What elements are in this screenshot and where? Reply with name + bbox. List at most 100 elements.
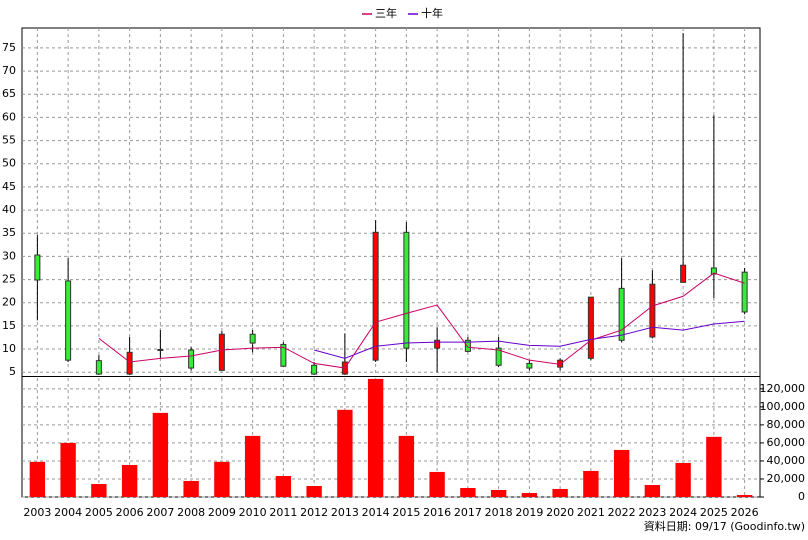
candle-body — [157, 349, 164, 352]
x-tick-label: 2021 — [577, 506, 605, 519]
volume-bar — [490, 489, 507, 497]
y-tick-label: 60 — [2, 110, 16, 123]
x-tick-label: 2009 — [208, 506, 236, 519]
volume-bar — [367, 378, 384, 497]
x-tick-label: 2010 — [239, 506, 267, 519]
volume-bar — [244, 435, 261, 497]
volume-bar — [613, 449, 630, 497]
candle-body — [372, 231, 379, 361]
x-tick-label: 2007 — [146, 506, 174, 519]
y-tick-label: 20 — [2, 296, 16, 309]
x-tick-label: 2015 — [392, 506, 420, 519]
y-tick-label: 30 — [2, 249, 16, 262]
x-tick-label: 2017 — [454, 506, 482, 519]
volume-bar — [675, 462, 691, 497]
candle-body — [249, 333, 256, 344]
candle-body — [649, 283, 656, 338]
candle-body — [218, 333, 225, 371]
y2-tick-label: 40,000 — [767, 454, 806, 467]
candle-body — [710, 267, 717, 275]
candle-body — [95, 360, 102, 375]
y-tick-label: 5 — [9, 365, 16, 378]
y-tick-label: 45 — [2, 180, 16, 193]
volume-bar — [306, 486, 322, 497]
volume-bar — [460, 487, 476, 497]
candle-body — [526, 362, 533, 369]
candle-body — [403, 231, 410, 349]
legend-label: 三年 — [375, 6, 397, 20]
y2-tick-label: 0 — [798, 490, 805, 503]
y-tick-label: 70 — [2, 64, 16, 77]
x-tick-label: 2019 — [515, 506, 543, 519]
x-tick-label: 2018 — [485, 506, 513, 519]
candle-body — [34, 254, 41, 281]
y-tick-label: 75 — [2, 41, 16, 54]
y-tick-label: 25 — [2, 273, 16, 286]
line-series — [98, 272, 745, 369]
volume-bar — [736, 495, 753, 497]
x-tick-label: 2014 — [362, 506, 390, 519]
candle-body — [65, 280, 72, 361]
y2-tick-label: 60,000 — [767, 436, 806, 449]
volume-bar — [521, 493, 538, 497]
x-tick-label: 2026 — [731, 506, 759, 519]
x-tick-label: 2025 — [700, 506, 728, 519]
candle-body — [464, 339, 471, 352]
x-tick-label: 2022 — [608, 506, 636, 519]
x-tick-label: 2023 — [638, 506, 666, 519]
x-tick-label: 2006 — [116, 506, 144, 519]
y-tick-label: 50 — [2, 157, 16, 170]
candle-body — [741, 271, 748, 313]
y-tick-label: 65 — [2, 87, 16, 100]
x-tick-label: 2013 — [331, 506, 359, 519]
x-tick-label: 2024 — [669, 506, 697, 519]
y2-tick-label: 120,000 — [760, 382, 806, 395]
x-tick-label: 2008 — [177, 506, 205, 519]
volume-bar — [275, 475, 292, 497]
x-tick-label: 2012 — [300, 506, 328, 519]
y-tick-label: 10 — [2, 342, 16, 355]
volume-bar — [337, 409, 353, 497]
candle-body — [495, 347, 502, 366]
candle-body — [587, 296, 594, 359]
x-tick-label: 2003 — [23, 506, 51, 519]
volume-bar — [60, 442, 76, 497]
y-tick-label: 35 — [2, 226, 16, 239]
x-tick-label: 2020 — [546, 506, 574, 519]
candle-body — [618, 287, 625, 341]
candle-body — [311, 364, 318, 375]
volume-bar — [552, 488, 568, 497]
volume-bar — [91, 484, 107, 497]
y-tick-label: 40 — [2, 203, 16, 216]
volume-bar — [214, 461, 230, 497]
volume-bar — [706, 436, 722, 497]
volume-bar — [429, 471, 445, 497]
volume-bar — [398, 435, 415, 497]
volume-bar — [29, 461, 46, 497]
x-tick-label: 2005 — [85, 506, 113, 519]
y-tick-label: 55 — [2, 134, 16, 147]
source-note: 資料日期: 09/17 (Goodinfo.tw) — [644, 519, 805, 533]
volume-bar — [583, 470, 599, 497]
x-tick-label: 2016 — [423, 506, 451, 519]
volume-bar — [152, 412, 169, 497]
y-tick-label: 15 — [2, 319, 16, 332]
plot-frame — [21, 27, 761, 498]
candle-body — [680, 264, 687, 283]
candle-body — [188, 349, 195, 369]
candle-body — [434, 339, 441, 349]
y2-tick-label: 80,000 — [767, 418, 806, 431]
line-series — [313, 320, 745, 359]
legend-label: 十年 — [421, 6, 443, 20]
candle-body — [280, 343, 287, 367]
candle-body — [126, 351, 133, 375]
volume-bar — [183, 480, 199, 497]
volume-bar — [121, 464, 138, 497]
y2-tick-label: 100,000 — [760, 400, 806, 413]
y2-tick-label: 20,000 — [767, 472, 806, 485]
volume-bar — [644, 485, 661, 497]
x-tick-label: 2004 — [54, 506, 82, 519]
x-tick-label: 2011 — [269, 506, 297, 519]
